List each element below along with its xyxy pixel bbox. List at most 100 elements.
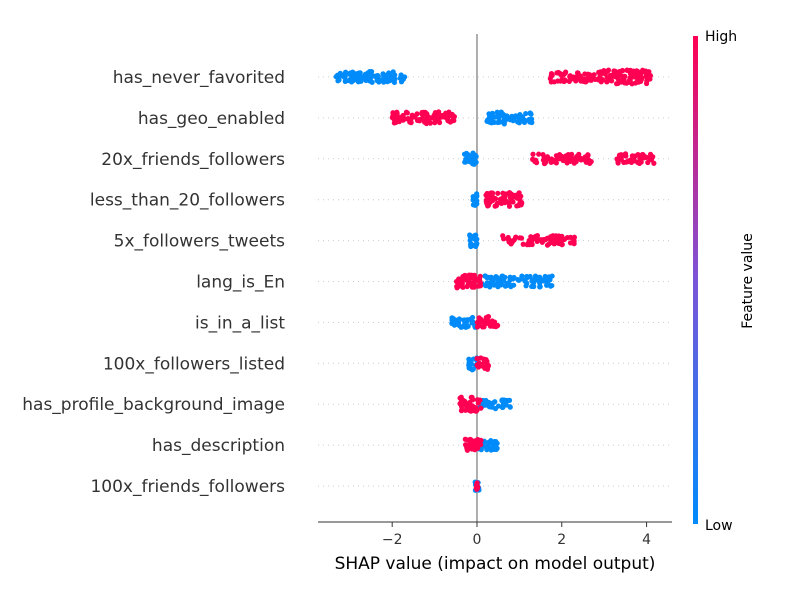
shap-point (516, 277, 522, 283)
shap-point (564, 234, 571, 241)
shap-point (475, 437, 481, 443)
shap-point (507, 238, 513, 244)
shap-point (569, 151, 575, 157)
shap-point (640, 67, 646, 73)
feature-label: lang_is_En (196, 273, 285, 293)
shap-point (467, 399, 473, 406)
shap-point (495, 403, 502, 409)
feature-label: has_description (152, 436, 285, 456)
shap-point (508, 197, 514, 203)
shap-point (500, 233, 506, 239)
colorbar: High Low Feature value (693, 29, 756, 534)
shap-point (489, 110, 496, 116)
shap-point (475, 445, 481, 451)
shap-point (472, 408, 479, 414)
shap-point (611, 68, 617, 74)
shap-point (508, 276, 514, 282)
shap-point (540, 277, 546, 283)
shap-point (386, 75, 393, 81)
shap-point (470, 197, 476, 203)
shap-point (573, 74, 579, 80)
shap-point (477, 273, 483, 279)
shap-point (620, 152, 627, 158)
feature-labels: has_never_favorited has_geo_enabled 20x_fr… (22, 68, 285, 497)
shap-point (398, 72, 404, 78)
shap-point (457, 395, 463, 401)
shap-point (544, 282, 550, 288)
shap-point (551, 79, 557, 85)
shap-point (494, 440, 500, 446)
shap-point (526, 241, 533, 248)
shap-point (495, 190, 501, 196)
shap-point (576, 151, 582, 157)
shap-point (527, 110, 533, 117)
shap-point (521, 118, 527, 124)
shap-point (600, 77, 606, 83)
shap-point (645, 159, 651, 166)
shap-point (381, 72, 387, 78)
feature-label: 100x_friends_followers (90, 477, 285, 497)
shap-point (478, 442, 484, 448)
shap-point (443, 114, 449, 120)
shap-point (469, 394, 475, 400)
shap-point (402, 116, 408, 122)
shap-point (478, 405, 484, 411)
shap-point (416, 116, 422, 123)
shap-point (487, 404, 493, 410)
shap-point (523, 110, 529, 117)
shap-point (467, 233, 473, 240)
shap-point (564, 158, 570, 165)
shap-point (394, 109, 400, 115)
shap-point (488, 274, 494, 280)
shap-point (466, 276, 472, 283)
shap-point (604, 79, 610, 85)
shap-point (629, 153, 635, 159)
shap-point (357, 70, 363, 76)
shap-point (507, 404, 513, 410)
shap-point (587, 75, 593, 81)
colorbar-high-label: High (705, 29, 737, 45)
shap-point (615, 72, 621, 78)
shap-point (531, 283, 537, 290)
x-tick-label: 0 (473, 532, 482, 548)
feature-label: is_in_a_list (195, 313, 285, 333)
shap-point (390, 69, 396, 75)
shap-point (471, 438, 477, 444)
shap-point (626, 78, 632, 84)
shap-point (620, 77, 626, 83)
shap-point (615, 160, 621, 166)
shap-point (651, 160, 657, 166)
shap-point (518, 202, 524, 208)
shap-point (635, 68, 641, 74)
shap-point (530, 156, 536, 162)
shap-point (483, 192, 489, 198)
shap-point (600, 69, 607, 75)
shap-point (461, 322, 468, 328)
shap-point (518, 235, 525, 241)
shap-point (491, 446, 497, 453)
shap-point (500, 190, 506, 196)
shap-point (474, 240, 480, 247)
shap-point (451, 114, 457, 120)
shap-point (515, 113, 521, 120)
shap-point (419, 109, 425, 116)
shap-point (627, 67, 633, 73)
shap-point (469, 320, 475, 326)
shap-point (396, 118, 402, 125)
shap-point (616, 152, 623, 158)
feature-label: has_never_favorited (113, 68, 285, 88)
shap-point (584, 154, 590, 160)
shap-point (631, 157, 637, 163)
feature-label: less_than_20_followers (90, 191, 285, 211)
x-tick-label: −2 (382, 532, 403, 548)
x-tick-label: 2 (557, 532, 566, 548)
shap-point (482, 273, 488, 279)
shap-point (530, 151, 536, 157)
shap-point (475, 283, 481, 289)
shap-point (485, 203, 491, 209)
shap-point (459, 404, 465, 410)
shap-point (469, 314, 476, 321)
shap-point (527, 119, 533, 125)
shap-point (470, 161, 476, 167)
